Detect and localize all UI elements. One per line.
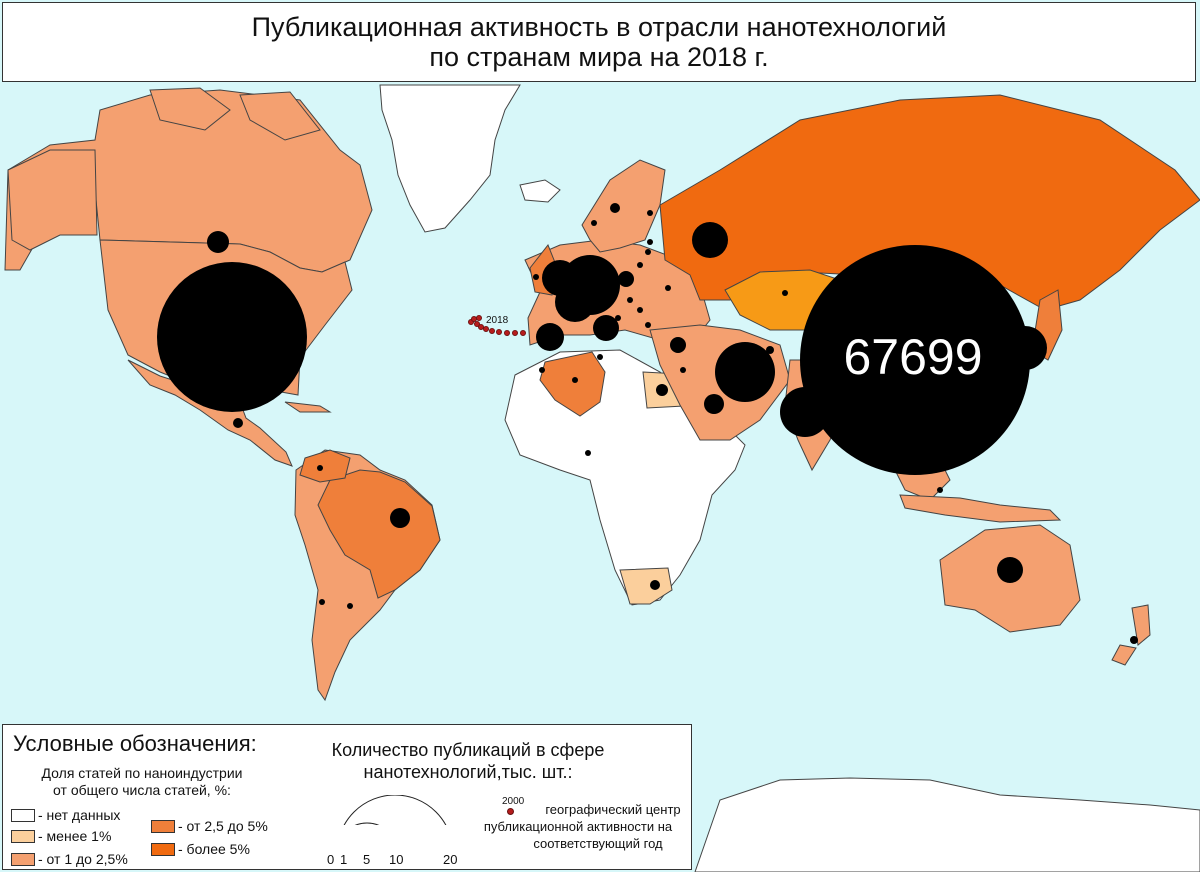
- swatch-1-2-5: [11, 853, 35, 866]
- label-2-5-5: - от 2,5 до 5%: [178, 818, 268, 834]
- arctic-islands-shape: [149, 87, 321, 141]
- bubble-japan: [1003, 326, 1047, 370]
- swatch-no-data: [11, 809, 35, 822]
- bubble-chile: [319, 599, 325, 605]
- bubble-canada: [207, 231, 229, 253]
- scale-tick-0: 0: [327, 852, 335, 867]
- geo-center-track: [467, 314, 527, 336]
- bubble-australia: [997, 557, 1023, 583]
- bubble-turkey: [670, 337, 686, 353]
- count-title-line2: нанотехнологий,тыс. шт.:: [363, 762, 573, 782]
- bubble-india: [780, 387, 830, 437]
- label-no-data: - нет данных: [38, 807, 121, 823]
- center-label-line3: соответствующий год: [533, 836, 663, 851]
- south-africa-shape: [619, 567, 673, 605]
- bubble-pakistan: [766, 346, 774, 354]
- center-label-line1: географический центр: [545, 802, 681, 817]
- bubble-norway: [591, 220, 597, 226]
- cuba-shape: [284, 401, 332, 413]
- bubble-tunisia: [597, 354, 603, 360]
- bubble-usa: [157, 262, 307, 412]
- bubble-poland: [618, 271, 634, 287]
- greenland-shape: [379, 84, 521, 233]
- swatch-2-5-5: [151, 820, 175, 833]
- legend: Условные обозначения: Доля статей по нан…: [2, 724, 692, 870]
- bubble-brazil: [390, 508, 410, 528]
- title-line-2: по странам мира на 2018 г.: [429, 42, 769, 72]
- bubble-argentina: [347, 603, 353, 609]
- label-more-5: - более 5%: [178, 841, 250, 857]
- iceland-shape: [519, 179, 561, 203]
- indonesia-shape: [899, 494, 1062, 523]
- bubble-baltic-1: [647, 239, 653, 245]
- bubble-nigeria: [585, 450, 591, 456]
- bubble-central-eu-4: [615, 315, 621, 321]
- count-title: Количество публикаций в сфере нанотехнол…: [308, 739, 628, 783]
- algeria-shape: [539, 351, 606, 417]
- alaska-shape: [7, 149, 98, 251]
- bubble-china: [800, 245, 1030, 475]
- scale-tick-1: 1: [340, 852, 348, 867]
- swatch-less-1: [11, 830, 35, 843]
- bubble-russia: [692, 222, 728, 258]
- bubble-spain: [536, 323, 564, 351]
- bubble-thailand: [901, 461, 909, 469]
- bubble-iran: [715, 342, 775, 402]
- scale-tick-5: 5: [363, 852, 371, 867]
- bubble-colombia: [317, 465, 323, 471]
- bubble-kazakhstan: [782, 290, 788, 296]
- bubble-finland: [647, 210, 653, 216]
- bubble-central-eu-3: [637, 307, 643, 313]
- count-title-line1: Количество публикаций в сфере: [331, 740, 605, 760]
- label-1-2-5: - от 1 до 2,5%: [38, 851, 128, 867]
- bubble-saudi: [704, 394, 724, 414]
- track-end-year: 2018: [486, 315, 509, 326]
- bubble-morocco: [539, 367, 545, 373]
- share-title-line1: Доля статей по наноиндустрии: [41, 765, 243, 781]
- label-less-1: - менее 1%: [38, 828, 112, 844]
- bubble-nz: [1130, 636, 1138, 644]
- venezuela-shape: [299, 449, 351, 483]
- share-title-line2: от общего числа статей, %:: [53, 782, 231, 798]
- bubble-south-africa: [650, 580, 660, 590]
- china-value-label: 67699: [843, 329, 983, 385]
- bubble-malaysia: [937, 487, 943, 493]
- share-title: Доля статей по наноиндустрии от общего ч…: [17, 765, 267, 799]
- swatch-more-5: [151, 843, 175, 856]
- count-scale-arcs: [343, 795, 447, 825]
- scale-tick-10: 10: [389, 852, 404, 867]
- center-dot-icon: [507, 808, 514, 815]
- bubble-greece: [645, 322, 651, 328]
- antarctica-shape: [694, 777, 1200, 872]
- new-zealand-shape: [1111, 604, 1151, 666]
- bubble-ireland: [533, 274, 539, 280]
- bubble-ukraine: [665, 285, 671, 291]
- russia-shape: [659, 94, 1200, 311]
- bubble-italy: [593, 315, 619, 341]
- publication-bubbles: [157, 203, 1138, 644]
- legend-title: Условные обозначения:: [13, 731, 257, 756]
- bubble-algeria: [572, 377, 578, 383]
- scandinavia-shape: [581, 159, 666, 253]
- title-box: Публикационная активность в отрасли нано…: [2, 2, 1196, 82]
- bubble-mexico: [233, 418, 243, 428]
- title-line-1: Публикационная активность в отрасли нано…: [251, 12, 947, 42]
- bubble-central-eu-2: [627, 297, 633, 303]
- brazil-shape: [317, 469, 441, 599]
- bubble-central-eu-1: [637, 262, 643, 268]
- bubble-france: [555, 282, 595, 322]
- scale-tick-20: 20: [443, 852, 458, 867]
- center-year: 2000: [502, 796, 525, 807]
- bubble-sweden: [610, 203, 620, 213]
- center-label: географический центр публикационной акти…: [458, 801, 698, 852]
- center-label-line2: публикационной активности на: [483, 819, 673, 834]
- bubble-baltic-2: [645, 249, 651, 255]
- bubble-egypt: [656, 384, 668, 396]
- bubble-israel: [680, 367, 686, 373]
